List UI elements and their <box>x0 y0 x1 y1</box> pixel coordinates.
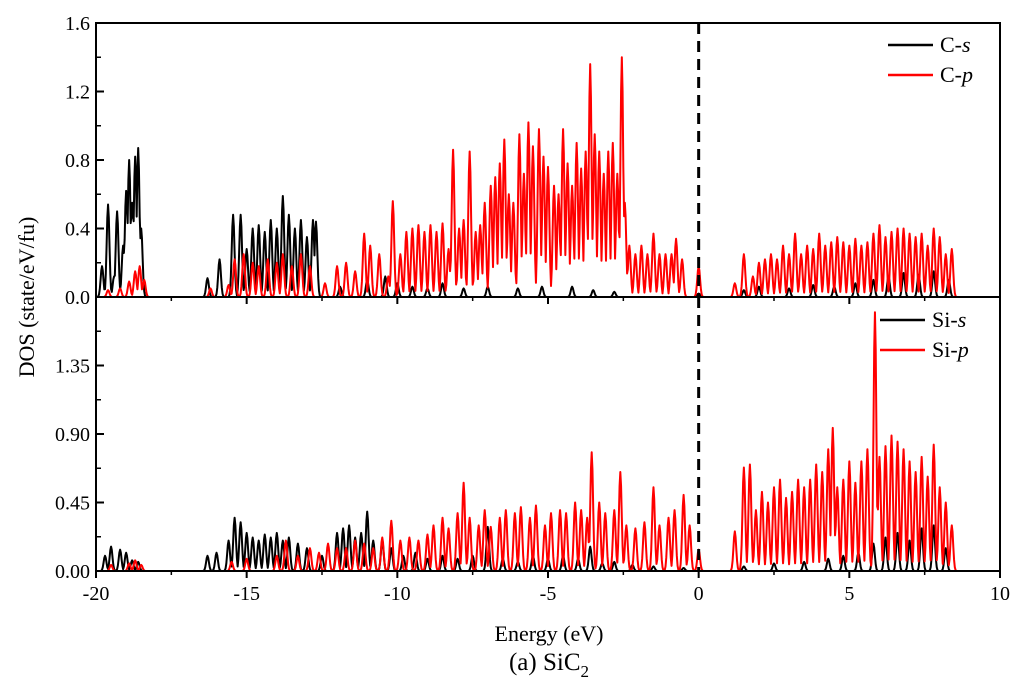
legend-label-italic: p <box>960 62 973 87</box>
y-tick-label: 1.2 <box>65 82 90 104</box>
x-tick-label: -10 <box>384 583 411 605</box>
figure-caption: (a) SiC2 <box>509 649 589 681</box>
legend-label-si-p: Si-p <box>932 337 969 362</box>
series-line-c-p <box>96 56 1000 297</box>
x-tick-label: -15 <box>233 583 260 605</box>
y-tick-label: 1.6 <box>65 13 90 35</box>
legend-label-main: Si- <box>932 307 958 332</box>
legend-label-italic: p <box>956 337 969 362</box>
legend-label-c-s: C-s <box>940 32 971 57</box>
legend-label-si-s: Si-s <box>932 307 966 332</box>
x-tick-label: -20 <box>83 583 110 605</box>
x-axis-label: Energy (eV) <box>495 621 604 646</box>
series-line-c-s <box>96 147 1000 297</box>
y-tick-label: 1.35 <box>55 356 90 378</box>
series-line-si-p <box>96 311 1000 571</box>
y-tick-label: 0.90 <box>55 424 90 446</box>
y-tick-label: 0.4 <box>65 219 90 241</box>
legend-label-italic: s <box>958 307 967 332</box>
figure-caption-text: (a) SiC <box>509 649 581 676</box>
x-tick-label: 10 <box>990 583 1010 605</box>
legend-label-main: Si- <box>932 337 958 362</box>
y-tick-label: 0.00 <box>55 561 90 583</box>
y-tick-label: 0.8 <box>65 150 90 172</box>
legend-label-italic: s <box>962 32 971 57</box>
legend-label-c-p: C-p <box>940 62 973 87</box>
x-tick-label: 5 <box>844 583 854 605</box>
x-tick-label: -5 <box>540 583 557 605</box>
legend-label-main: C- <box>940 32 962 57</box>
panel-top-plot: 0.00.40.81.21.6C-sC-p <box>65 13 1001 309</box>
y-axis-label: DOS (state/eV/fu) <box>14 217 39 378</box>
figure-caption-subscript: 2 <box>581 662 590 681</box>
legend-label-main: C- <box>940 62 962 87</box>
x-tick-label: 0 <box>694 583 704 605</box>
y-tick-label: 0.45 <box>55 493 90 515</box>
y-tick-label: 0.0 <box>65 287 90 309</box>
